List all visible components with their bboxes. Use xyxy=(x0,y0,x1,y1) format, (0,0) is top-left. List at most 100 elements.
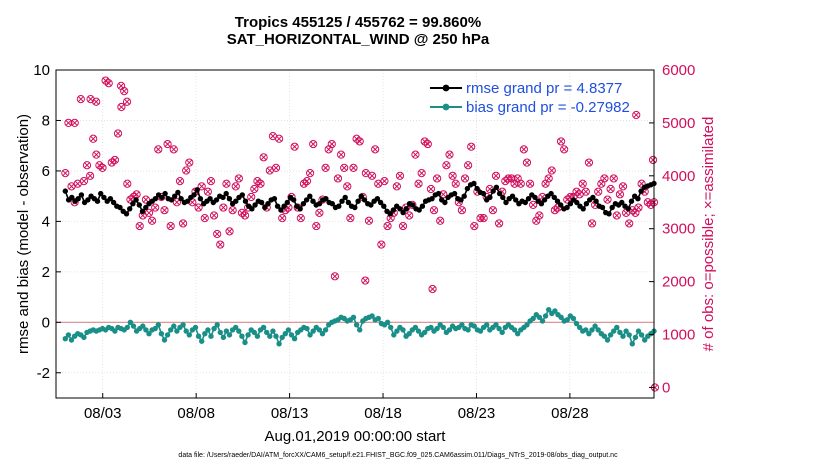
obs-count-special-point xyxy=(70,118,79,128)
obs-count-point xyxy=(433,174,442,183)
obs-count-point xyxy=(395,171,405,180)
obs-count-point xyxy=(609,174,618,183)
obs-count-point xyxy=(336,150,346,159)
rmse-point xyxy=(480,190,487,197)
bias-point xyxy=(589,327,595,333)
obs-count-point xyxy=(163,139,172,149)
bias-point xyxy=(322,327,329,333)
right-axis-label: # of obs: o=possible; ×=assimilated xyxy=(700,117,717,352)
x-tick-label: 08/23 xyxy=(458,405,496,422)
bias-point xyxy=(394,328,400,334)
obs-count-point xyxy=(460,174,470,183)
obs-count-point xyxy=(185,158,194,167)
obs-count-point xyxy=(581,187,590,196)
rmse-point xyxy=(628,198,635,204)
obs-count-point xyxy=(160,206,169,215)
rmse-point xyxy=(336,203,342,209)
bias-point xyxy=(632,334,639,341)
rmse-point xyxy=(458,197,464,203)
right-axis-ticks: 0 1000 2000 3000 4000 5000 6000 xyxy=(649,62,695,396)
obs-count-point xyxy=(209,211,219,220)
rmse-point xyxy=(226,196,233,202)
bias-point xyxy=(316,327,323,333)
rmse-point xyxy=(567,201,574,207)
obs-count-point xyxy=(560,145,569,154)
legend-bias-marker xyxy=(442,103,450,111)
bias-point xyxy=(638,332,645,338)
obs-count-point xyxy=(426,184,436,194)
obs-count-point xyxy=(578,179,587,188)
obs-count-point xyxy=(89,134,98,143)
rmse-point xyxy=(345,199,352,206)
obs-count-point xyxy=(600,174,609,183)
rmse-point xyxy=(387,211,393,217)
obs-count-point xyxy=(147,216,157,225)
rmse-point xyxy=(127,206,133,212)
obs-count-point xyxy=(256,179,265,188)
obs-count-special-point xyxy=(428,284,437,294)
rmse-point xyxy=(435,190,442,197)
rmse-point xyxy=(625,206,631,212)
bias-point xyxy=(601,333,608,339)
rmse-point xyxy=(85,197,91,203)
rmse-point xyxy=(265,201,271,207)
bias-point xyxy=(164,332,171,338)
obs-count-point xyxy=(606,184,615,194)
bias-point xyxy=(146,331,152,337)
bias-point xyxy=(471,323,477,329)
bias-point xyxy=(143,327,149,333)
bias-point xyxy=(446,327,453,333)
bias-point xyxy=(586,331,592,337)
obs-count-point xyxy=(547,166,556,175)
rmse-point xyxy=(377,199,384,206)
bias-point xyxy=(171,323,177,329)
bias-point xyxy=(493,322,499,328)
bias-point xyxy=(307,332,313,338)
bias-point xyxy=(186,332,192,338)
rmse-point xyxy=(194,187,200,193)
obs-count-point xyxy=(86,171,95,180)
rmse-point xyxy=(175,189,181,196)
rmse-point xyxy=(635,196,641,202)
bias-point xyxy=(595,327,601,333)
bias-point xyxy=(245,332,251,338)
bias-point xyxy=(279,334,285,341)
rmse-point xyxy=(487,194,493,201)
obs-count-point xyxy=(182,166,191,175)
obs-count-point xyxy=(464,161,473,170)
bias-point xyxy=(140,323,146,329)
rmse-point xyxy=(381,203,387,209)
rmse-point xyxy=(339,198,345,204)
right-tick-label: 1000 xyxy=(662,327,695,344)
rmse-point xyxy=(538,201,545,207)
bias-point xyxy=(617,329,623,336)
rmse-point xyxy=(474,185,480,192)
bias-point xyxy=(564,317,570,323)
rmse-point xyxy=(258,199,265,206)
legend-bias-label: bias grand pr = -0.27982 xyxy=(466,99,630,116)
rmse-point xyxy=(490,188,496,194)
obs-count-point xyxy=(442,161,451,170)
bias-point xyxy=(642,337,648,343)
rmse-point xyxy=(374,196,381,202)
obs-count-point xyxy=(166,221,175,231)
obs-count-point xyxy=(275,134,284,143)
bias-point xyxy=(285,327,292,333)
obs-count-point xyxy=(79,176,89,186)
rmse-point xyxy=(281,203,287,209)
rmse-series xyxy=(62,180,657,217)
rmse-point xyxy=(638,188,644,194)
plot-area xyxy=(56,70,654,398)
obs-count-point xyxy=(135,221,144,231)
bias-point xyxy=(400,327,406,333)
rmse-point xyxy=(464,185,471,192)
bias-point xyxy=(583,327,589,333)
rmse-point xyxy=(525,196,532,202)
bias-point xyxy=(626,332,632,338)
bias-point xyxy=(158,331,165,337)
obs-count-point xyxy=(380,176,389,186)
bias-point xyxy=(304,325,310,332)
rmse-point xyxy=(606,211,612,217)
legend-rmse-label: rmse grand pr = 4.8377 xyxy=(466,80,622,97)
